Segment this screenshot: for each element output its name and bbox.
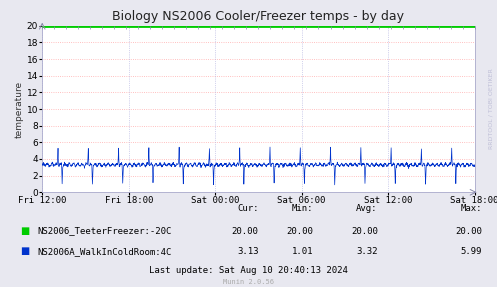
Text: RRDTOOL / TOBI OETIKER: RRDTOOL / TOBI OETIKER xyxy=(488,69,493,150)
Text: Cur:: Cur: xyxy=(237,203,258,213)
Text: Min:: Min: xyxy=(292,203,313,213)
Text: Avg:: Avg: xyxy=(356,203,378,213)
Text: 20.00: 20.00 xyxy=(455,226,482,236)
Title: Biology NS2006 Cooler/Freezer temps - by day: Biology NS2006 Cooler/Freezer temps - by… xyxy=(112,10,405,23)
Text: 20.00: 20.00 xyxy=(232,226,258,236)
Y-axis label: temperature: temperature xyxy=(15,80,24,138)
Text: Last update: Sat Aug 10 20:40:13 2024: Last update: Sat Aug 10 20:40:13 2024 xyxy=(149,266,348,275)
Text: ■: ■ xyxy=(20,226,29,236)
Text: Max:: Max: xyxy=(461,203,482,213)
Text: NS2006A_WalkInColdRoom:4C: NS2006A_WalkInColdRoom:4C xyxy=(37,247,171,256)
Text: 20.00: 20.00 xyxy=(286,226,313,236)
Text: 20.00: 20.00 xyxy=(351,226,378,236)
Text: Munin 2.0.56: Munin 2.0.56 xyxy=(223,279,274,285)
Text: 3.32: 3.32 xyxy=(356,247,378,256)
Text: ■: ■ xyxy=(20,246,29,256)
Text: 5.99: 5.99 xyxy=(461,247,482,256)
Text: NS2006_TeeterFreezer:-20C: NS2006_TeeterFreezer:-20C xyxy=(37,226,171,236)
Text: 3.13: 3.13 xyxy=(237,247,258,256)
Text: 1.01: 1.01 xyxy=(292,247,313,256)
